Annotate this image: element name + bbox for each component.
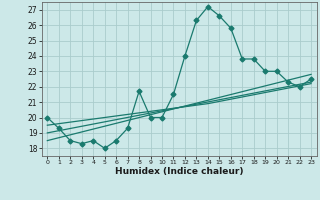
X-axis label: Humidex (Indice chaleur): Humidex (Indice chaleur) xyxy=(115,167,244,176)
